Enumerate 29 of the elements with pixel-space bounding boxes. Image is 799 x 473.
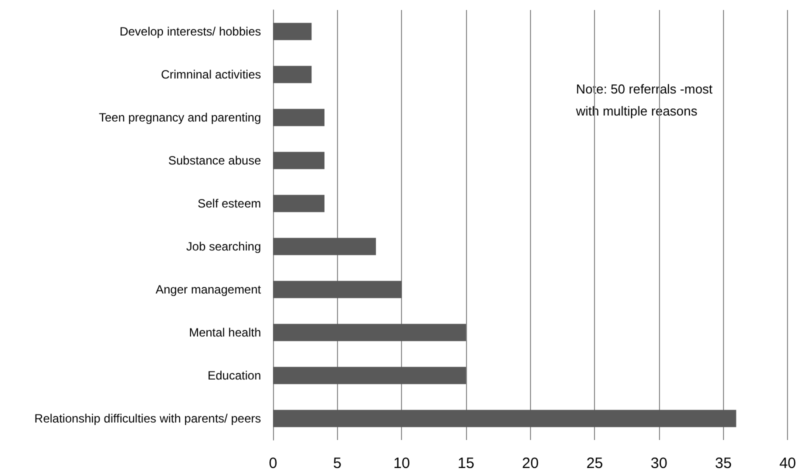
- bar: [273, 66, 312, 84]
- y-tick-label: Job searching: [186, 240, 261, 254]
- y-tick-label: Relationship difficulties with parents/ peers: [34, 412, 261, 426]
- y-tick-label: Mental health: [188, 326, 261, 340]
- bar: [273, 238, 376, 256]
- x-tick-label: 30: [650, 455, 668, 472]
- x-tick-label: 10: [393, 455, 410, 472]
- x-tick-label: 5: [333, 455, 342, 472]
- y-tick-label: Anger management: [156, 282, 262, 296]
- x-tick-label: 20: [522, 455, 539, 472]
- x-tick-label: 35: [714, 455, 732, 472]
- bar: [273, 324, 466, 342]
- bar: [273, 366, 466, 384]
- y-tick-label: Crimninal activities: [160, 68, 261, 82]
- bar: [273, 22, 312, 40]
- y-tick-label: Teen pregnancy and parenting: [98, 110, 261, 124]
- x-tick-label: 0: [268, 455, 278, 472]
- x-tick-label: 25: [586, 455, 604, 472]
- bar: [273, 410, 736, 428]
- x-tick-label: 40: [779, 455, 796, 472]
- y-tick-label: Education: [208, 368, 261, 382]
- y-tick-label: Substance abuse: [168, 154, 262, 168]
- x-tick-label: 15: [458, 455, 474, 472]
- bar: [273, 194, 324, 212]
- bar: [273, 152, 324, 170]
- y-tick-label: Self esteem: [198, 196, 261, 210]
- y-tick-label: Develop interests/ hobbies: [120, 24, 261, 38]
- bar: [273, 280, 402, 298]
- bar: [273, 108, 324, 126]
